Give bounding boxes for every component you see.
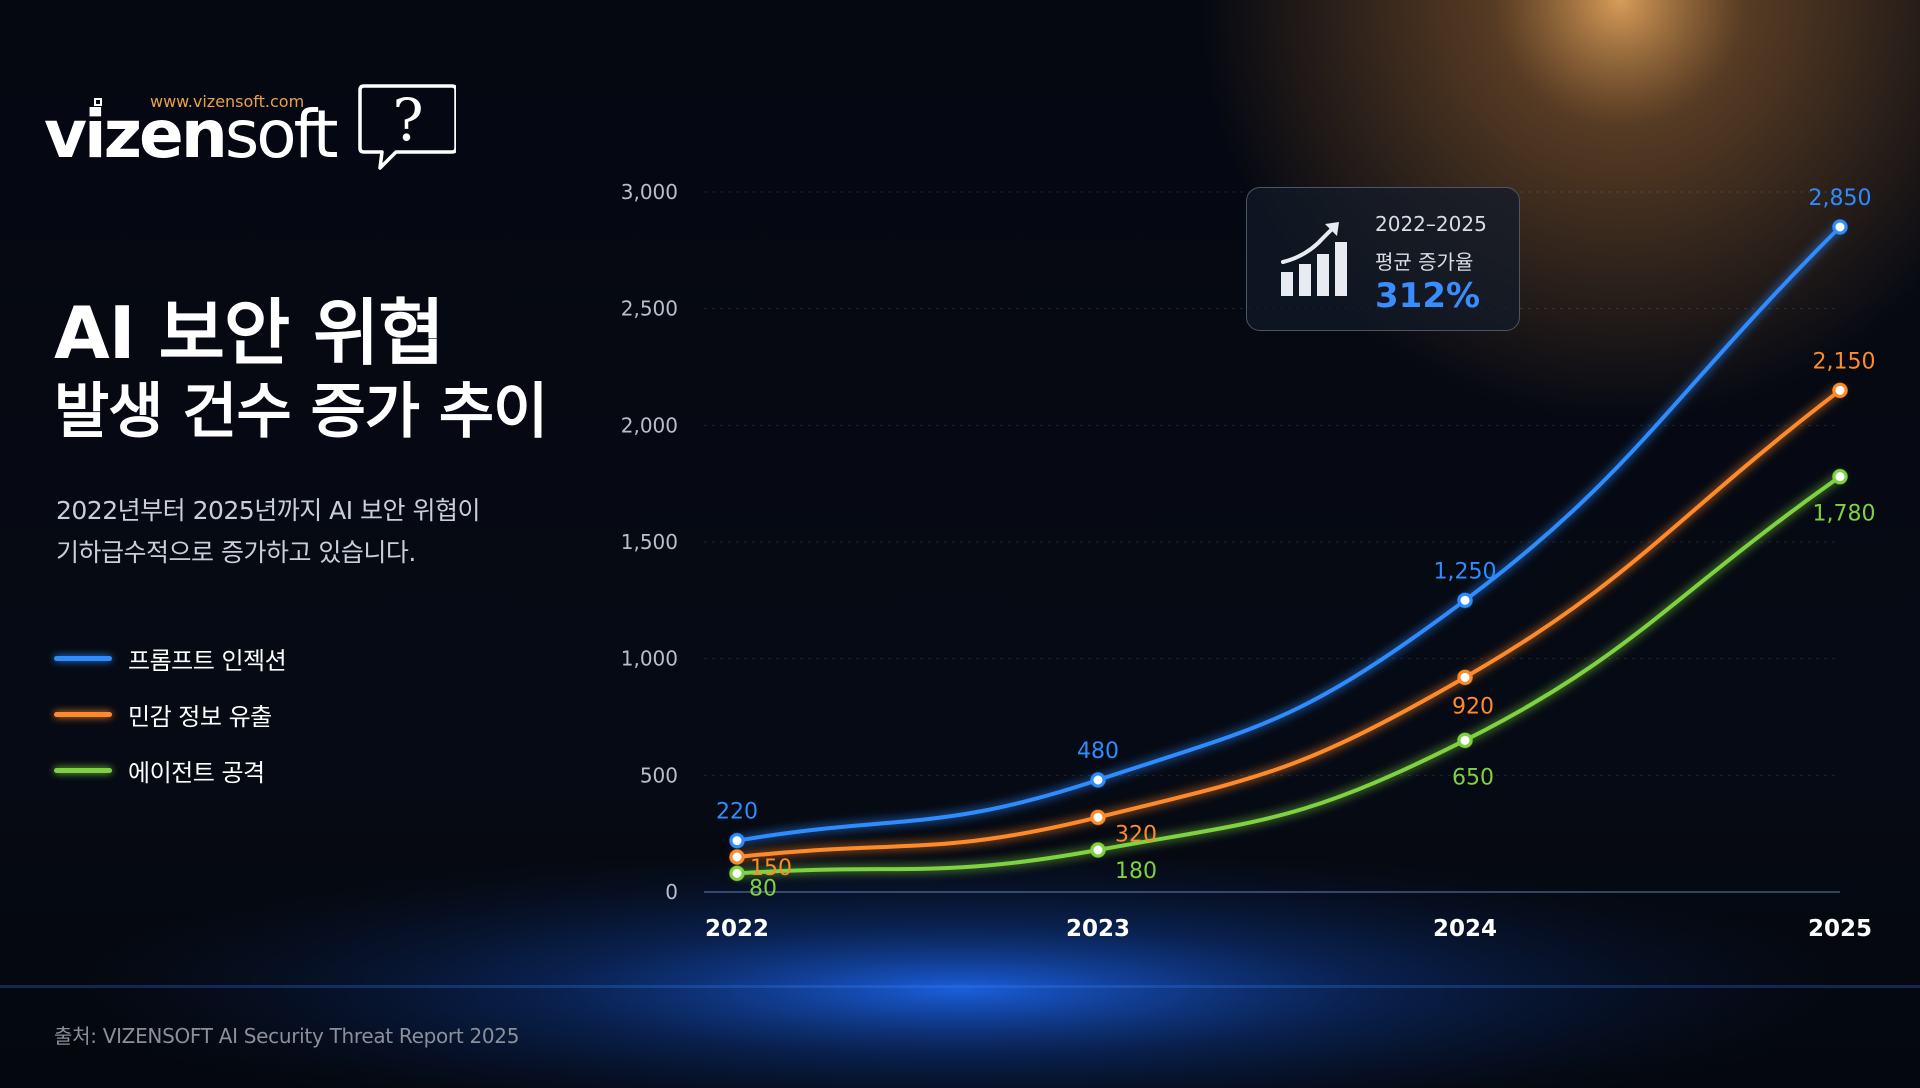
legend-swatch bbox=[54, 655, 112, 661]
data-point bbox=[1457, 592, 1473, 608]
legend-item-sensitive-data-leak: 민감 정보 유출 bbox=[54, 686, 286, 742]
data-point bbox=[729, 865, 745, 881]
data-label: 920 bbox=[1452, 694, 1494, 719]
brand-name-light: soft bbox=[224, 96, 339, 173]
data-point bbox=[1090, 772, 1106, 788]
y-tick-label: 500 bbox=[640, 763, 678, 787]
data-label: 150 bbox=[750, 856, 792, 881]
description-line2: 기하급수적으로 증가하고 있습니다. bbox=[56, 538, 416, 567]
headline-line2: 발생 건수 증가 추이 bbox=[54, 377, 548, 448]
headline-line1: AI 보안 위협 bbox=[54, 291, 445, 375]
data-point bbox=[1832, 219, 1848, 235]
data-point bbox=[729, 849, 745, 865]
brand-logo: www.vizensoft.com vizensoft ? bbox=[44, 82, 464, 172]
x-axis-ticks: 2022 2023 2024 2025 bbox=[705, 916, 1872, 942]
data-point bbox=[729, 833, 745, 849]
y-tick-label: 1,000 bbox=[621, 647, 678, 671]
data-labels: 220 480 1,250 2,850 150 320 920 2,150 80 180 650 1,… bbox=[716, 186, 1875, 901]
legend-swatch bbox=[54, 711, 112, 717]
data-label: 320 bbox=[1115, 822, 1157, 847]
source-citation: 출처: VIZENSOFT AI Security Threat Report … bbox=[54, 1024, 520, 1048]
x-tick-label: 2025 bbox=[1808, 916, 1872, 942]
series-line bbox=[735, 474, 1842, 876]
y-tick-label: 1,500 bbox=[621, 530, 678, 554]
series-lines bbox=[729, 219, 1848, 882]
brand-name-bold: vizen bbox=[44, 96, 228, 173]
description-line1: 2022년부터 2025년까지 AI 보안 위협이 bbox=[56, 496, 481, 525]
x-tick-label: 2022 bbox=[705, 916, 769, 942]
data-label: 180 bbox=[1115, 859, 1157, 884]
y-tick-label: 2,000 bbox=[621, 413, 678, 437]
data-point bbox=[1832, 382, 1848, 398]
legend-label: 프롬프트 인젝션 bbox=[128, 646, 287, 675]
y-tick-label: 0 bbox=[665, 880, 678, 904]
brand-url: www.vizensoft.com bbox=[150, 92, 305, 111]
data-label: 480 bbox=[1077, 739, 1119, 764]
legend-swatch bbox=[54, 767, 112, 773]
logo-square-mark bbox=[94, 98, 102, 106]
x-tick-label: 2024 bbox=[1433, 916, 1497, 942]
callout-period: 2022–2025 bbox=[1375, 212, 1487, 236]
legend-label: 민감 정보 유출 bbox=[128, 702, 272, 731]
y-axis-ticks: 0 500 1,000 1,500 2,000 2,500 3,000 bbox=[621, 180, 678, 904]
y-tick-label: 2,500 bbox=[621, 297, 678, 321]
data-label: 2,850 bbox=[1809, 186, 1872, 211]
series-line bbox=[735, 388, 1842, 859]
description: 2022년부터 2025년까지 AI 보안 위협이 기하급수적으로 증가하고 있… bbox=[56, 490, 596, 574]
data-point bbox=[1090, 842, 1106, 858]
series-line bbox=[735, 225, 1842, 843]
brand-wordmark: vizensoft bbox=[44, 102, 339, 168]
legend-label: 에이전트 공격 bbox=[128, 758, 265, 787]
data-label: 1,780 bbox=[1813, 502, 1876, 527]
data-point bbox=[1457, 732, 1473, 748]
callout-label: 평균 증가율 bbox=[1375, 250, 1474, 274]
data-label: 1,250 bbox=[1434, 559, 1497, 584]
data-label: 2,150 bbox=[1813, 349, 1876, 374]
data-point bbox=[1457, 669, 1473, 685]
question-bubble-icon: ? bbox=[358, 84, 456, 170]
data-point bbox=[1832, 469, 1848, 485]
data-label: 220 bbox=[716, 800, 758, 825]
callout-value: 312% bbox=[1375, 276, 1481, 316]
x-tick-label: 2023 bbox=[1066, 916, 1130, 942]
headline: AI 보안 위협 발생 건수 증가 추이 bbox=[54, 290, 548, 448]
legend-item-prompt-injection: 프롬프트 인젝션 bbox=[54, 630, 287, 686]
bubble-question-mark: ? bbox=[392, 86, 423, 154]
legend: 프롬프트 인젝션 민감 정보 유출 에이전트 공격 bbox=[54, 630, 287, 798]
legend-item-agent-attack: 에이전트 공격 bbox=[54, 742, 286, 798]
y-tick-label: 3,000 bbox=[621, 180, 678, 204]
growth-callout: 2022–2025 평균 증가율 312% bbox=[1246, 187, 1520, 331]
data-label: 80 bbox=[749, 876, 777, 901]
bar-chart-growth-icon bbox=[1281, 222, 1347, 296]
data-label: 650 bbox=[1452, 765, 1494, 790]
data-point bbox=[1090, 809, 1106, 825]
